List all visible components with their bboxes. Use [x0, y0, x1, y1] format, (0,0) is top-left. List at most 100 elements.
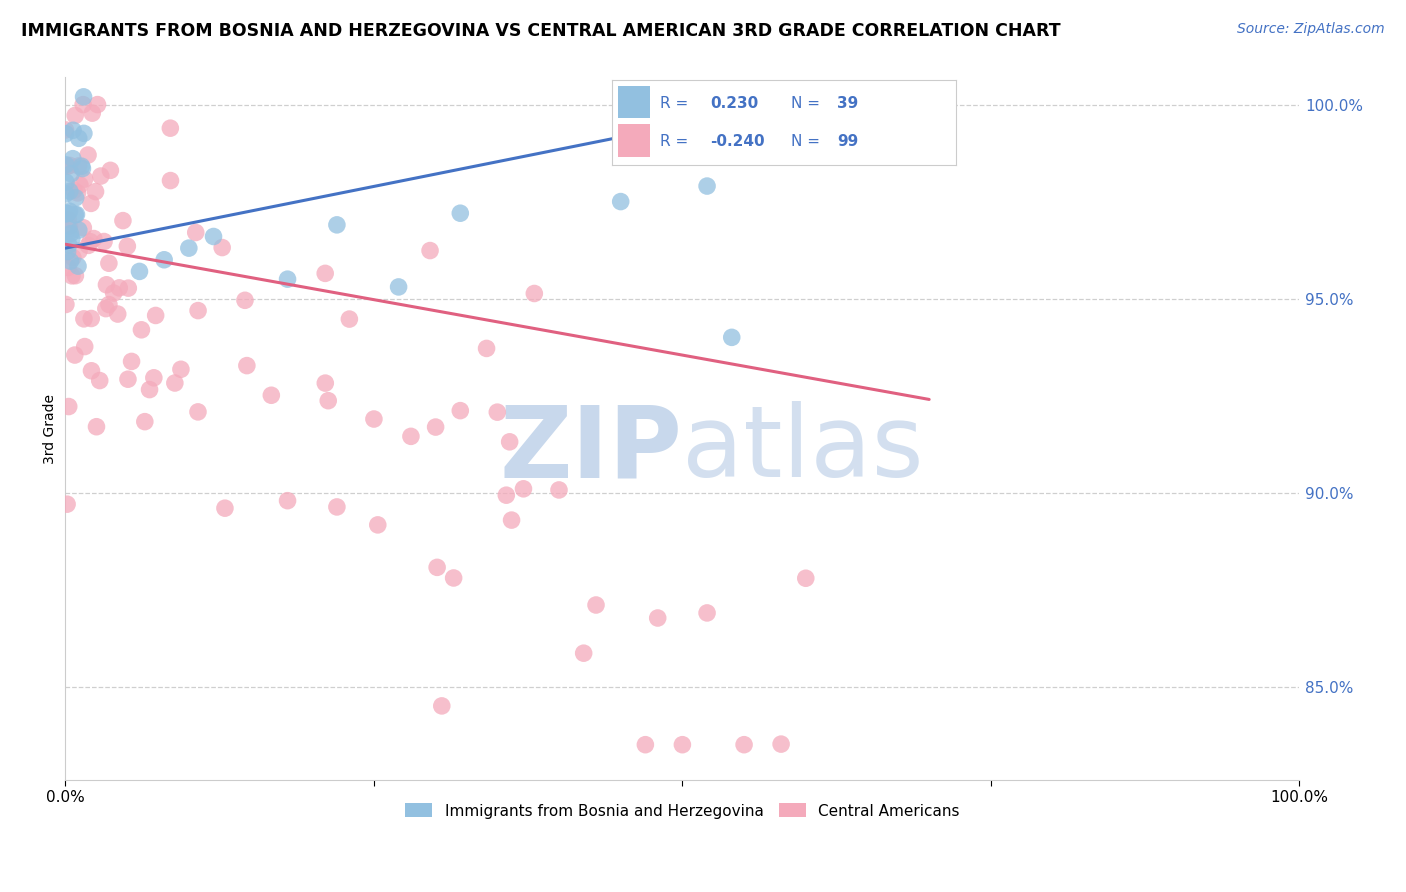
- Point: [67, 223, 90, 237]
- Point: [108, 281, 131, 295]
- Point: [159, 121, 181, 136]
- Point: [63, 108, 86, 122]
- Point: [512, 482, 534, 496]
- Point: [733, 738, 755, 752]
- Point: [65, 191, 87, 205]
- Point: [55, 158, 77, 172]
- Point: [326, 218, 349, 232]
- Point: [72, 90, 94, 104]
- Point: [73, 340, 96, 354]
- Point: [55, 207, 77, 221]
- Point: [138, 383, 160, 397]
- Point: [60, 268, 83, 283]
- Point: [260, 388, 283, 402]
- Point: [117, 281, 139, 295]
- Text: IMMIGRANTS FROM BOSNIA AND HERZEGOVINA VS CENTRAL AMERICAN 3RD GRADE CORRELATION: IMMIGRANTS FROM BOSNIA AND HERZEGOVINA V…: [21, 22, 1060, 40]
- Bar: [619, 124, 650, 157]
- Point: [55, 123, 77, 137]
- Point: [77, 148, 100, 162]
- Point: [211, 241, 233, 255]
- Point: [56, 160, 79, 174]
- Point: [426, 560, 449, 574]
- Point: [449, 403, 471, 417]
- Point: [59, 184, 82, 198]
- Point: [696, 606, 718, 620]
- Point: [163, 376, 186, 390]
- Point: [94, 301, 117, 316]
- Point: [609, 194, 631, 209]
- Point: [314, 376, 336, 390]
- Point: [430, 698, 453, 713]
- Point: [153, 252, 176, 267]
- Point: [62, 152, 84, 166]
- Point: [62, 251, 84, 265]
- Point: [56, 206, 79, 220]
- Point: [79, 235, 101, 249]
- Point: [107, 307, 129, 321]
- Point: [314, 266, 336, 280]
- Text: R =: R =: [659, 134, 693, 149]
- Point: [277, 272, 299, 286]
- Point: [55, 175, 77, 189]
- Point: [83, 231, 105, 245]
- Text: 99: 99: [837, 134, 859, 149]
- Point: [86, 97, 108, 112]
- Point: [89, 374, 111, 388]
- Point: [548, 483, 571, 497]
- Text: N =: N =: [790, 134, 824, 149]
- Point: [449, 206, 471, 220]
- Point: [794, 571, 817, 585]
- Point: [65, 268, 87, 283]
- Point: [60, 167, 83, 181]
- Point: [77, 238, 100, 252]
- Point: [495, 488, 517, 502]
- Point: [58, 238, 80, 252]
- Text: ZIP: ZIP: [499, 401, 682, 498]
- Text: R =: R =: [659, 95, 693, 111]
- Point: [419, 244, 441, 258]
- Point: [93, 235, 115, 249]
- Point: [770, 737, 793, 751]
- Point: [84, 185, 107, 199]
- Point: [63, 348, 86, 362]
- Point: [103, 286, 125, 301]
- Point: [80, 196, 103, 211]
- Point: [97, 256, 120, 270]
- Point: [443, 571, 465, 585]
- Point: [585, 598, 607, 612]
- Point: [82, 106, 104, 120]
- Point: [177, 241, 200, 255]
- Text: 0.230: 0.230: [710, 95, 758, 111]
- Point: [111, 213, 134, 227]
- Point: [202, 229, 225, 244]
- Point: [90, 169, 112, 183]
- Point: [399, 429, 422, 443]
- Text: atlas: atlas: [682, 401, 924, 498]
- Point: [67, 244, 90, 258]
- Point: [498, 434, 520, 449]
- Point: [387, 280, 409, 294]
- Point: [65, 208, 87, 222]
- Bar: [619, 87, 650, 119]
- Point: [56, 260, 79, 275]
- Point: [187, 303, 209, 318]
- Point: [55, 186, 77, 201]
- Point: [59, 158, 82, 172]
- Point: [59, 227, 82, 241]
- Point: [58, 219, 80, 234]
- Point: [72, 161, 94, 176]
- Point: [134, 415, 156, 429]
- Point: [56, 497, 79, 511]
- Point: [67, 131, 90, 145]
- Text: N =: N =: [790, 95, 824, 111]
- Point: [501, 513, 523, 527]
- Point: [66, 186, 89, 200]
- Point: [73, 311, 96, 326]
- Point: [647, 611, 669, 625]
- Point: [72, 97, 94, 112]
- Point: [367, 517, 389, 532]
- Point: [63, 183, 86, 197]
- Point: [696, 179, 718, 194]
- Point: [70, 159, 93, 173]
- Point: [159, 173, 181, 187]
